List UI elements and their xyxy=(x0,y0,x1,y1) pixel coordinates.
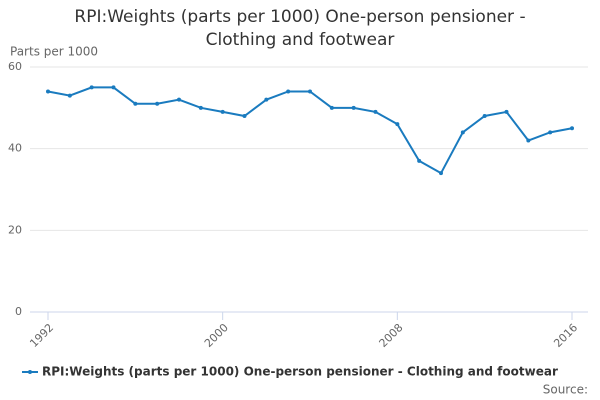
data-point xyxy=(155,101,160,106)
x-tick-label: 2000 xyxy=(202,321,231,350)
x-tick-label: 2008 xyxy=(377,321,406,350)
series-line xyxy=(47,86,573,175)
data-point xyxy=(373,109,378,114)
y-tick-label: 0 xyxy=(15,305,22,318)
data-point xyxy=(111,85,116,90)
x-tick-label: 2016 xyxy=(551,321,580,350)
data-point xyxy=(308,89,312,94)
data-point xyxy=(198,105,203,110)
data-point xyxy=(89,85,94,90)
data-point xyxy=(177,97,181,102)
data-point xyxy=(264,97,269,102)
data-point xyxy=(526,138,531,143)
data-point xyxy=(482,114,487,118)
data-point xyxy=(548,130,553,135)
y-tick-label: 40 xyxy=(8,142,22,155)
data-point xyxy=(242,114,247,118)
x-tick-label: 1992 xyxy=(27,321,56,350)
legend-marker xyxy=(28,370,32,374)
data-point xyxy=(460,130,465,135)
data-point xyxy=(133,101,138,106)
data-point xyxy=(395,122,400,127)
data-point xyxy=(570,126,574,131)
source: Source: xyxy=(543,383,588,397)
data-point xyxy=(417,158,422,163)
data-point xyxy=(439,171,443,176)
data-point xyxy=(504,109,509,114)
data-point xyxy=(351,105,356,110)
y-tick-label: 20 xyxy=(8,223,22,236)
y-tick-label: 60 xyxy=(8,60,22,73)
chart-title: RPI:Weights (parts per 1000) One-person … xyxy=(74,7,526,50)
data-point xyxy=(220,109,225,114)
data-point xyxy=(329,105,334,110)
legend-label: RPI:Weights (parts per 1000) One-person … xyxy=(42,365,558,379)
y-axis-label: Parts per 1000 xyxy=(10,45,98,59)
data-point xyxy=(46,89,50,94)
data-point xyxy=(286,89,291,94)
data-point xyxy=(67,93,72,98)
